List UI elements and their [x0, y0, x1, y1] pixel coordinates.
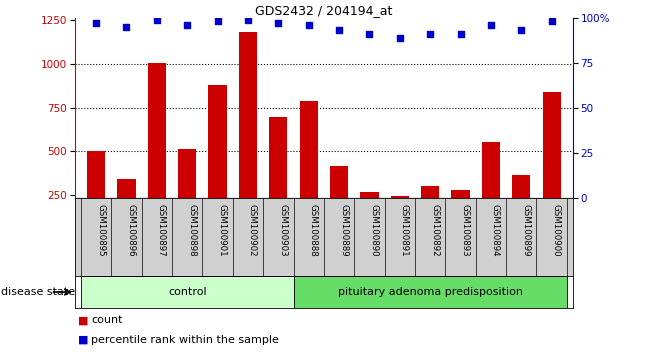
Text: GSM100893: GSM100893	[460, 205, 469, 257]
Bar	[117, 179, 135, 238]
Text: disease state: disease state	[1, 287, 76, 297]
Bar	[270, 117, 288, 238]
Text: GSM100901: GSM100901	[217, 205, 227, 257]
Text: control: control	[168, 287, 206, 297]
Bar	[451, 190, 469, 238]
Text: GSM100891: GSM100891	[400, 205, 409, 257]
Text: GSM100903: GSM100903	[279, 205, 287, 257]
Title: GDS2432 / 204194_at: GDS2432 / 204194_at	[255, 4, 393, 17]
Point	[121, 24, 132, 29]
Text: GSM100898: GSM100898	[187, 205, 196, 257]
Bar	[330, 166, 348, 238]
Bar	[294, 276, 567, 308]
Text: GSM100900: GSM100900	[551, 205, 561, 257]
Point	[273, 20, 284, 26]
Bar	[87, 151, 105, 238]
Point	[486, 22, 496, 28]
Text: GSM100895: GSM100895	[96, 205, 105, 257]
Bar	[421, 186, 439, 238]
Text: GSM100897: GSM100897	[157, 205, 166, 257]
Text: ■: ■	[78, 335, 89, 345]
Bar	[299, 101, 318, 238]
Text: count: count	[91, 315, 122, 325]
Point	[212, 18, 223, 24]
Text: GSM100899: GSM100899	[521, 205, 531, 257]
Bar	[178, 149, 197, 238]
Text: ■: ■	[78, 315, 89, 325]
Text: GSM100894: GSM100894	[491, 205, 500, 257]
Bar	[391, 196, 409, 238]
Text: GSM100892: GSM100892	[430, 205, 439, 257]
Text: pituitary adenoma predisposition: pituitary adenoma predisposition	[338, 287, 523, 297]
Point	[546, 18, 557, 24]
Bar	[239, 32, 257, 238]
Point	[425, 31, 436, 37]
Point	[395, 35, 405, 40]
Point	[91, 20, 102, 26]
Point	[182, 22, 193, 28]
Point	[243, 17, 253, 22]
Bar	[360, 192, 378, 238]
Text: GSM100888: GSM100888	[309, 205, 318, 257]
Point	[364, 31, 374, 37]
Point	[455, 31, 465, 37]
Text: percentile rank within the sample: percentile rank within the sample	[91, 335, 279, 345]
Point	[152, 17, 162, 22]
Text: GSM100896: GSM100896	[126, 205, 135, 257]
Point	[516, 28, 527, 33]
Bar	[512, 175, 531, 238]
Bar	[542, 92, 561, 238]
Text: GSM100902: GSM100902	[248, 205, 257, 257]
Text: GSM100889: GSM100889	[339, 205, 348, 257]
Bar	[148, 63, 166, 238]
Point	[334, 28, 344, 33]
Bar	[482, 142, 500, 238]
Bar	[208, 85, 227, 238]
Point	[303, 22, 314, 28]
Bar	[81, 276, 294, 308]
Text: GSM100890: GSM100890	[369, 205, 378, 257]
